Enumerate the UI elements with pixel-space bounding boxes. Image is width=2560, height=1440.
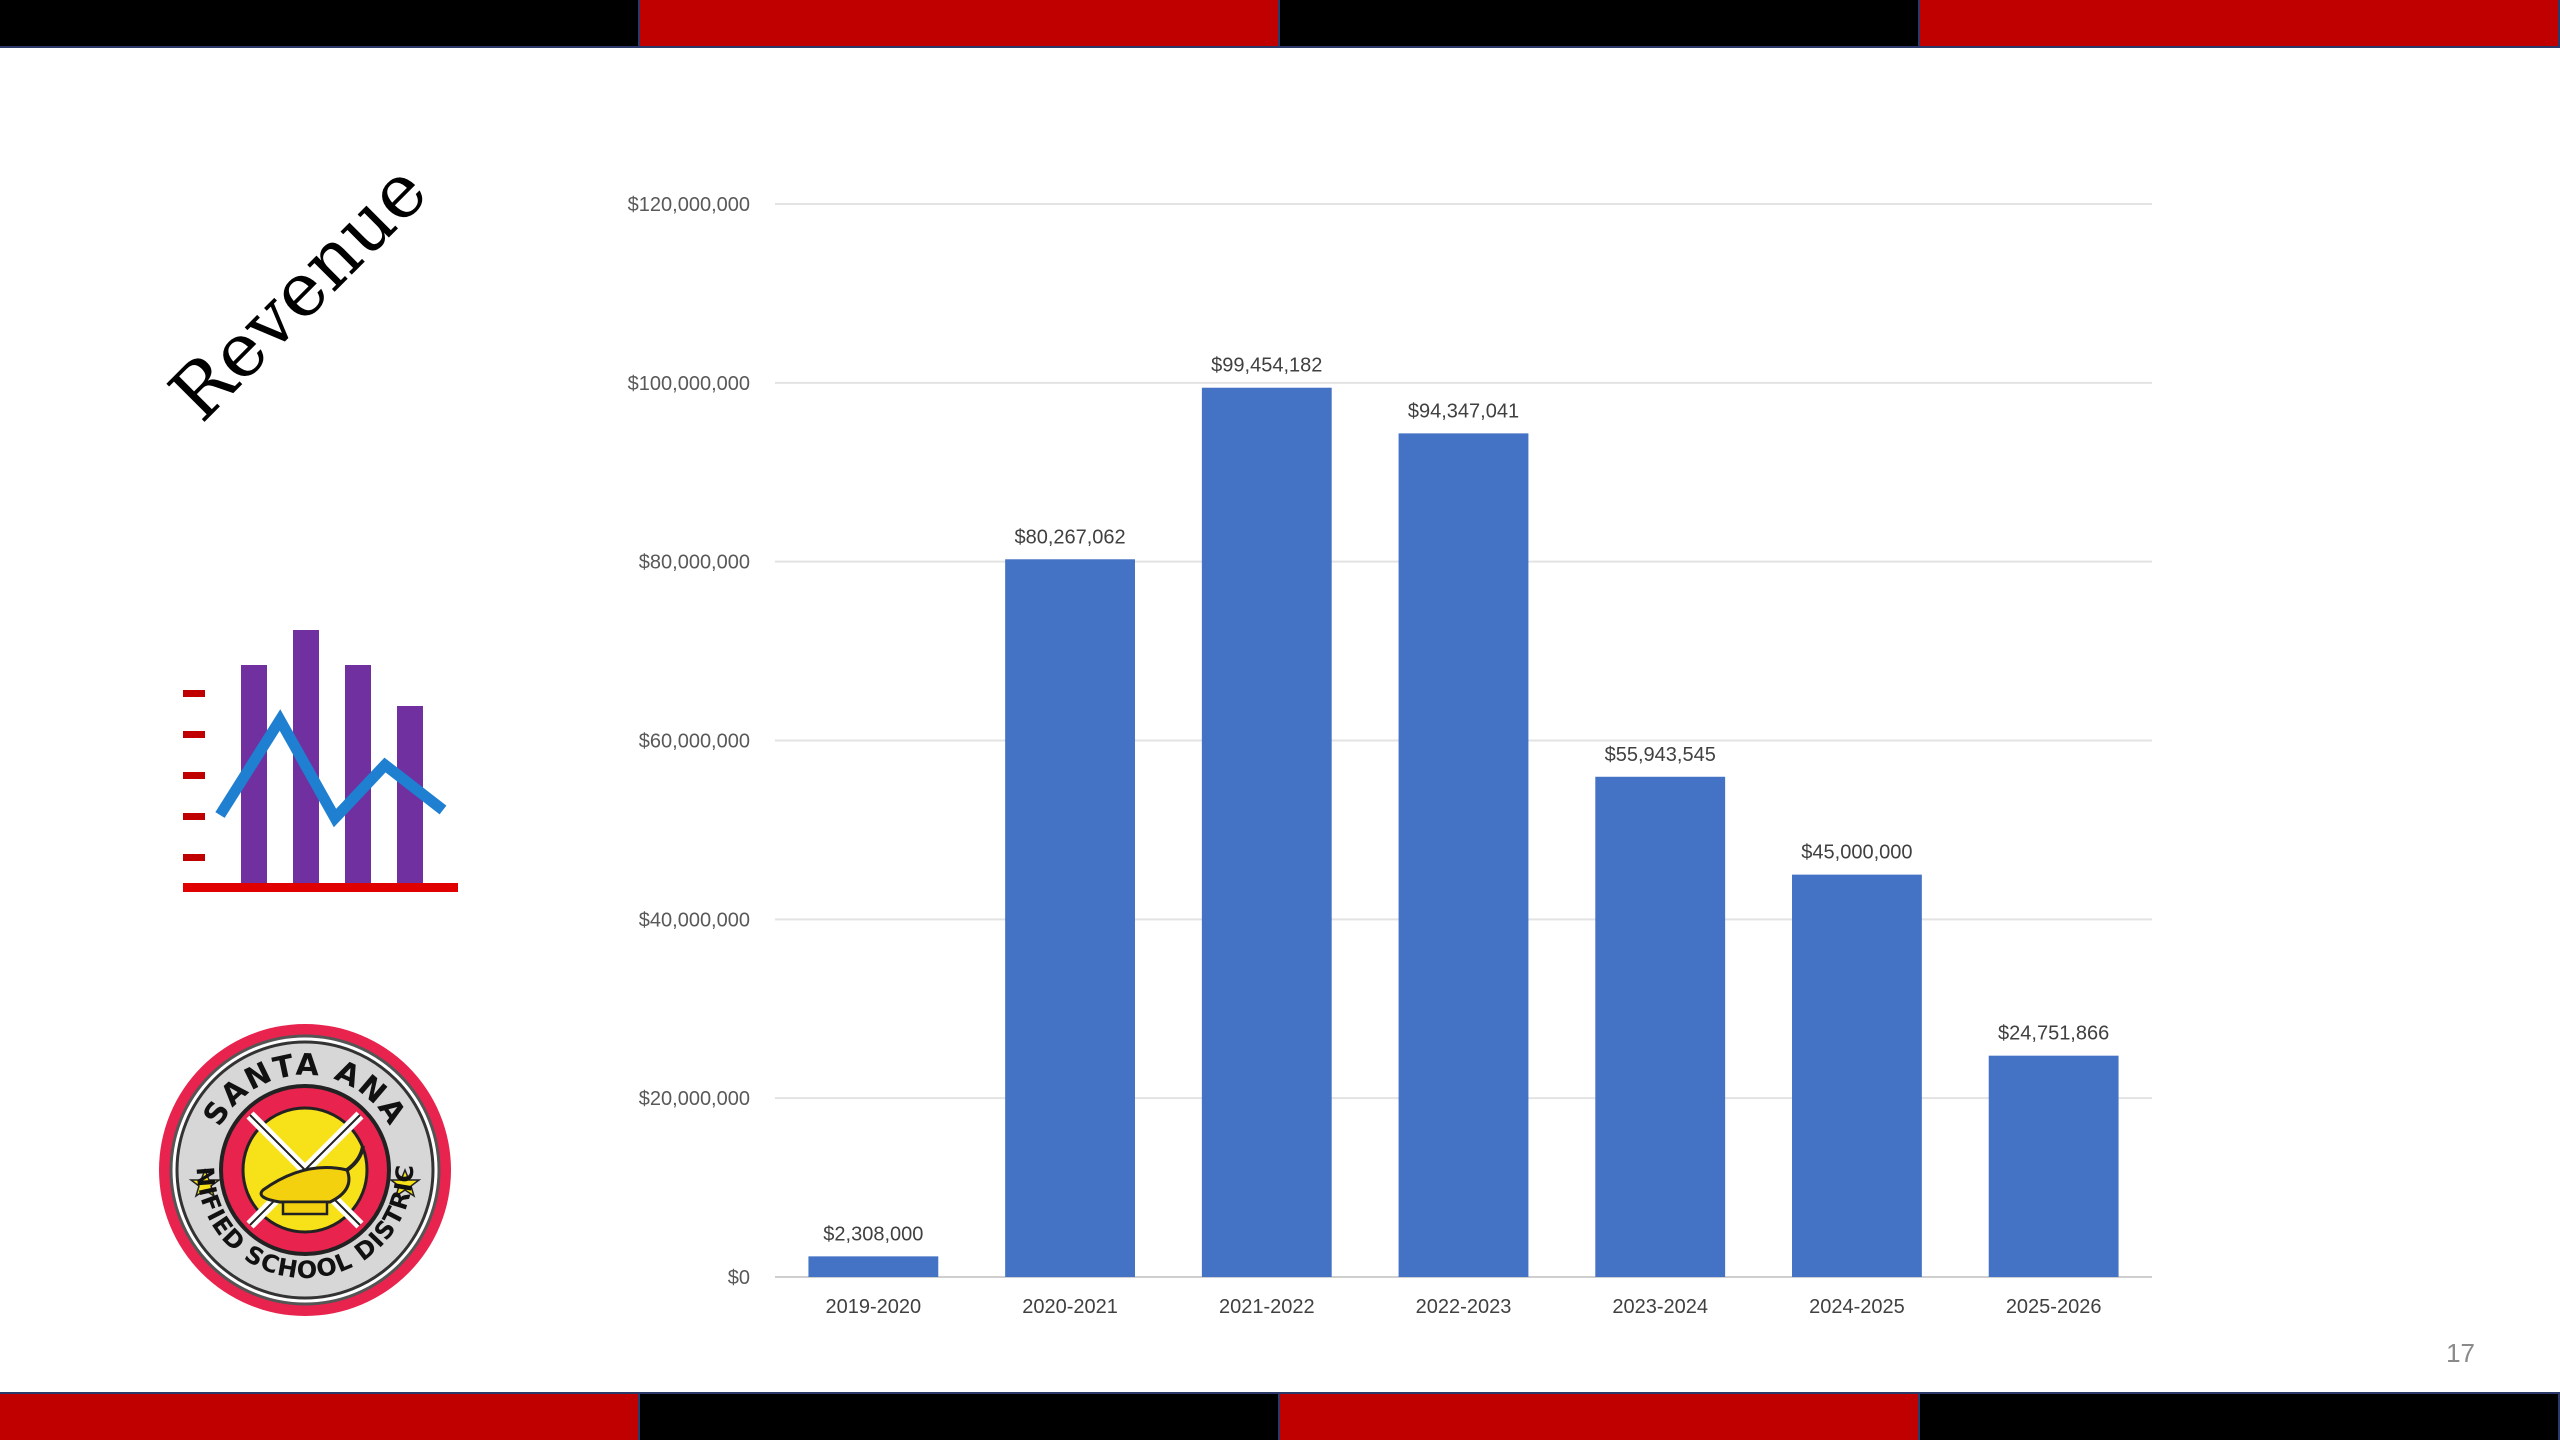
bar-and-line-chart-icon xyxy=(175,620,465,900)
x-tick-label: 2024-2025 xyxy=(1809,1296,1905,1318)
y-tick-label: $20,000,000 xyxy=(639,1088,750,1110)
slide-title: Revenue xyxy=(153,147,444,438)
stripe-segment xyxy=(0,1392,640,1440)
x-tick-label: 2025-2026 xyxy=(2006,1296,2102,1318)
stripe-segment xyxy=(1280,0,1920,48)
top-stripe xyxy=(0,0,2560,48)
bar xyxy=(1398,433,1529,1277)
x-tick-label: 2020-2021 xyxy=(1022,1296,1118,1318)
stripe-segment xyxy=(640,0,1280,48)
x-tick-label: 2021-2022 xyxy=(1219,1296,1315,1318)
data-label: $24,751,866 xyxy=(1998,1023,2109,1045)
icon-ticks xyxy=(183,690,205,861)
y-tick-label: $120,000,000 xyxy=(628,194,750,216)
stripe-segment xyxy=(1920,0,2560,48)
bottom-stripe xyxy=(0,1392,2560,1440)
y-tick-label: $80,000,000 xyxy=(639,552,750,574)
x-tick-label: 2022-2023 xyxy=(1416,1296,1512,1318)
y-tick-label: $40,000,000 xyxy=(639,909,750,931)
district-seal-logo: SANTA ANA UNIFIED SCHOOL DISTRICT xyxy=(145,998,455,1320)
data-label: $99,454,182 xyxy=(1211,355,1322,377)
stripe-segment xyxy=(1920,1392,2560,1440)
bar xyxy=(808,1256,939,1277)
data-label: $94,347,041 xyxy=(1408,400,1519,422)
y-tick-label: $0 xyxy=(728,1267,750,1289)
bar xyxy=(1201,387,1332,1277)
stripe-segment xyxy=(0,0,640,48)
stripe-segment xyxy=(1280,1392,1920,1440)
stripe-segment xyxy=(640,1392,1280,1440)
x-tick-label: 2023-2024 xyxy=(1612,1296,1708,1318)
data-label: $80,267,062 xyxy=(1014,526,1125,548)
y-tick-label: $60,000,000 xyxy=(639,731,750,753)
page-number: 17 xyxy=(2446,1338,2475,1368)
bar xyxy=(1792,874,1922,1277)
revenue-bar-chart: $0 $20,000,000 $40,000,000 $60,000,000 $80,0… xyxy=(600,170,2180,1340)
data-label: $45,000,000 xyxy=(1801,842,1912,864)
x-tick-label: 2019-2020 xyxy=(826,1296,922,1318)
bar xyxy=(1005,559,1135,1277)
bar xyxy=(1595,776,1726,1277)
data-label: $55,943,545 xyxy=(1605,744,1716,766)
data-label: $2,308,000 xyxy=(823,1223,923,1245)
bar xyxy=(1988,1055,2119,1277)
y-tick-label: $100,000,000 xyxy=(628,373,750,395)
